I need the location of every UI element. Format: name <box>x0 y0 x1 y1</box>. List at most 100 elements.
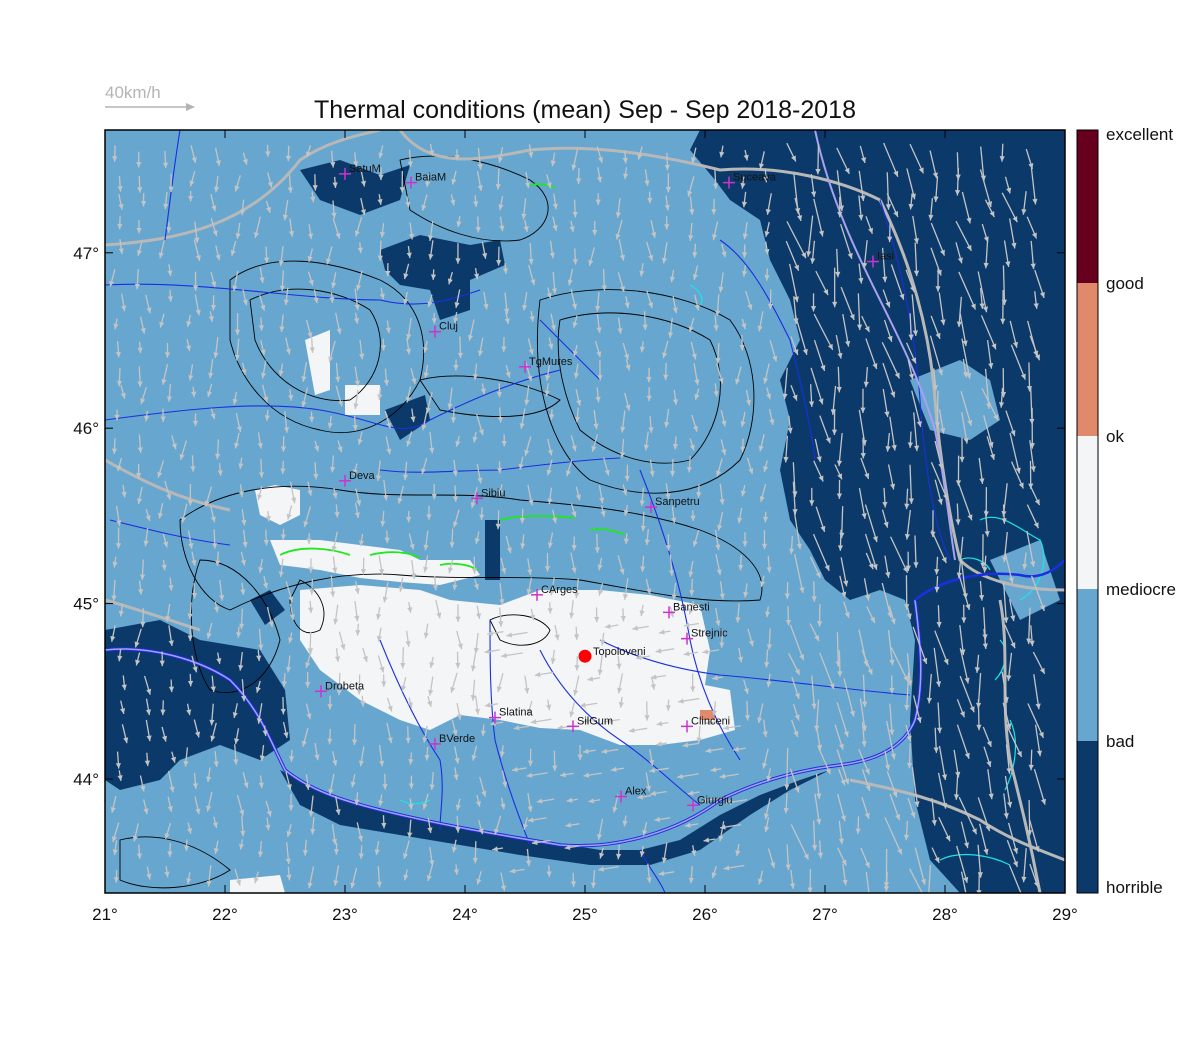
wind-arrow <box>766 673 772 688</box>
wind-arrow <box>930 530 947 564</box>
wind-arrow <box>456 630 463 650</box>
wind-arrow <box>809 623 820 642</box>
wind-arrow <box>930 222 946 256</box>
wind-arrow <box>255 680 261 693</box>
wind-arrow <box>210 408 216 420</box>
wind-arrow <box>280 528 286 540</box>
wind-arrow <box>484 648 500 655</box>
wind-arrow <box>358 533 365 547</box>
wind-arrow <box>527 748 534 767</box>
wind-arrow <box>549 409 555 420</box>
wind-arrow <box>1010 344 1026 380</box>
wind-arrow <box>1029 625 1035 647</box>
wind-arrow <box>282 200 289 221</box>
wind-arrow <box>116 367 123 387</box>
wind-arrow <box>338 631 346 651</box>
wind-arrow <box>301 387 309 408</box>
wind-arrow <box>186 872 192 885</box>
wind-arrow <box>810 240 816 264</box>
colorbar-label-excellent: excellent <box>1106 125 1173 144</box>
wind-arrow <box>499 745 505 758</box>
wind-arrow <box>595 193 601 206</box>
wind-arrow <box>121 675 127 691</box>
wind-arrow <box>1033 674 1041 710</box>
wind-arrow <box>933 647 942 687</box>
city-marker: Strejnic <box>681 628 728 645</box>
city-label: SatuM <box>349 163 381 175</box>
wind-arrow <box>834 464 843 480</box>
wind-arrow <box>554 624 560 641</box>
map-axes: 21° 22° 23° 24° 25° 26° 27° 28° 29° 44° 45° 46° 47° <box>73 130 1078 924</box>
wind-arrow <box>931 798 937 826</box>
wind-arrow <box>588 798 601 804</box>
wind-arrow <box>885 432 891 452</box>
wind-arrow <box>979 823 989 855</box>
wind-arrow <box>360 557 367 575</box>
city-marker: BVerde <box>429 733 475 750</box>
wind-arrow <box>500 797 506 810</box>
wind-arrow <box>530 718 552 725</box>
wind-arrow <box>455 436 461 447</box>
wind-arrow <box>650 220 657 238</box>
wind-arrow <box>511 766 527 772</box>
city-label: Banesti <box>673 601 710 613</box>
wind-arrow <box>333 604 339 625</box>
wind-arrow <box>263 575 269 589</box>
wind-arrow <box>743 149 749 161</box>
wind-arrow <box>789 624 805 661</box>
wind-arrow <box>743 583 749 598</box>
wind-arrow <box>473 195 479 207</box>
wind-arrow <box>470 653 476 672</box>
wind-arrow <box>1008 865 1022 893</box>
wind-arrow <box>616 655 622 670</box>
wind-arrow <box>762 719 768 738</box>
wind-arrow <box>696 726 702 744</box>
wind-arrow <box>403 292 409 305</box>
wind-arrow <box>646 241 654 262</box>
wind-arrow <box>717 511 724 531</box>
wind-arrow <box>767 289 774 310</box>
wind-arrow <box>407 697 413 709</box>
wind-arrow <box>167 842 173 857</box>
wind-arrow <box>259 744 265 762</box>
wind-arrow <box>426 865 433 882</box>
wind-arrow <box>206 791 213 812</box>
wind-arrow <box>139 559 146 580</box>
wind-arrow <box>812 820 818 851</box>
wind-arrow <box>377 194 383 205</box>
wind-arrow <box>551 272 558 295</box>
wind-arrow <box>354 581 360 595</box>
wind-arrow <box>979 288 985 309</box>
wind-arrow <box>810 367 824 405</box>
wind-arrow <box>234 868 241 886</box>
wind-arrow <box>1001 504 1007 524</box>
wind-arrow <box>358 746 365 767</box>
wind-arrow <box>883 319 893 342</box>
wind-arrow <box>253 216 261 239</box>
wind-arrow <box>712 675 723 681</box>
wind-arrow <box>683 651 699 657</box>
wind-arrow <box>192 773 199 789</box>
wind-arrow <box>837 529 844 551</box>
wind-arrow <box>741 318 747 330</box>
wind-arrow <box>980 315 997 350</box>
wind-arrow <box>884 750 891 771</box>
wind-arrow <box>1004 775 1013 808</box>
wind-arrow <box>863 578 871 601</box>
wind-arrow <box>961 604 967 623</box>
wind-arrow <box>814 793 822 825</box>
wind-arrow <box>663 362 669 381</box>
wind-arrow <box>694 388 700 401</box>
wind-arrow <box>475 216 481 233</box>
wind-arrow <box>646 290 654 309</box>
wind-arrow <box>550 152 556 167</box>
wind-arrow <box>307 481 313 496</box>
wind-arrow <box>192 413 199 427</box>
wind-arrow <box>164 823 172 840</box>
wind-arrow <box>306 533 312 545</box>
city-marker: Giurgiu <box>687 794 732 812</box>
wind-arrow <box>209 703 215 726</box>
wind-arrow <box>1022 552 1028 570</box>
wind-arrow <box>547 532 554 549</box>
